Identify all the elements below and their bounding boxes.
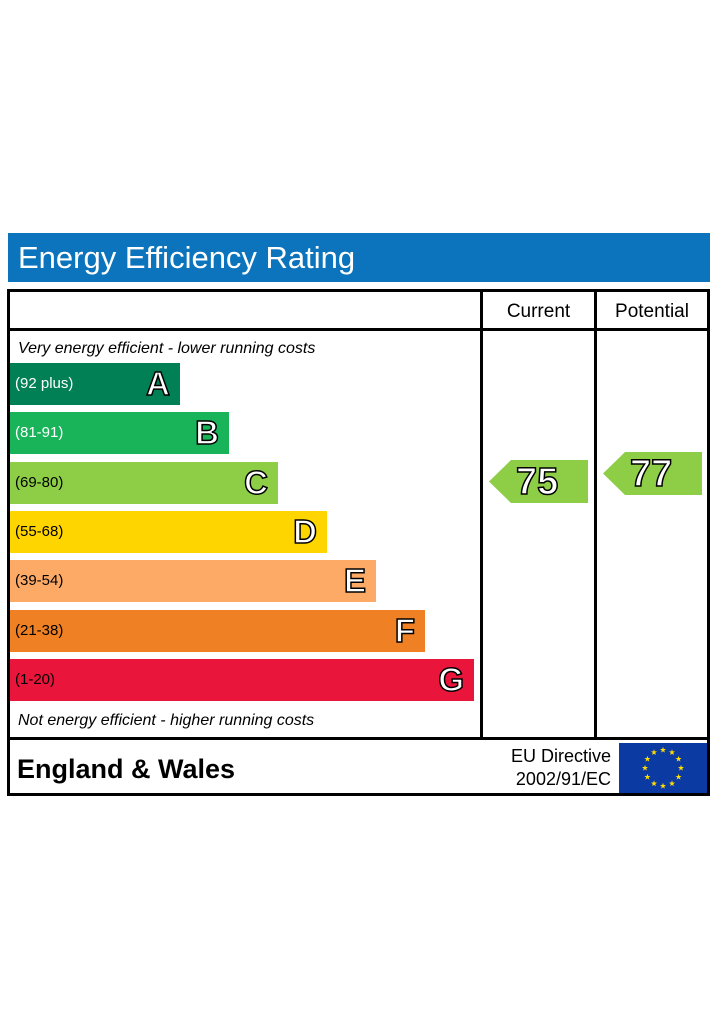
footer-divider [7, 737, 710, 740]
current-rating-value: 75 [515, 460, 559, 504]
band-e: (39-54) E [10, 560, 376, 603]
chart-title: Energy Efficiency Rating [18, 240, 356, 275]
eu-star [641, 764, 649, 771]
top-caption: Very energy efficient - lower running co… [18, 340, 316, 357]
eu-star [644, 773, 651, 780]
region-label: England & Wales [17, 754, 236, 784]
potential-rating-value: 77 [629, 452, 673, 496]
current-pointer-shape [489, 459, 588, 503]
band-letter-label: F [394, 611, 416, 650]
potential-pointer-arrow [603, 452, 702, 496]
bottom-caption: Not energy efficient - higher running co… [18, 712, 315, 729]
band-range-label: (21-38) [15, 621, 64, 639]
eu-star [659, 782, 667, 789]
rating-frame [7, 289, 710, 796]
band-range-label: (55-68) [15, 522, 64, 540]
band-range-label: (92 plus) [15, 375, 74, 392]
band-d: (55-68) D [10, 510, 327, 553]
band-b: (81-91) B [10, 412, 229, 455]
band-range-label: (81-91) [15, 424, 64, 442]
current-column-header: Current [506, 301, 571, 322]
band-a: (92 plus) A [10, 363, 180, 405]
eu-star [650, 780, 658, 787]
band-letter-label: D [292, 512, 317, 551]
header-divider [7, 328, 710, 331]
band-range-label: (1-20) [15, 670, 56, 688]
band-g: (1-20) G [10, 658, 474, 701]
eu-stars [641, 746, 685, 789]
band-letter-label: E [343, 561, 367, 600]
band-letter-label: C [243, 463, 268, 502]
eu-flag-icon [619, 743, 707, 793]
eu-star [668, 749, 676, 755]
band-range-label: (39-54) [15, 572, 64, 590]
eu-star [677, 764, 685, 771]
eu-star [644, 755, 651, 762]
title-bar: Energy Efficiency Rating [8, 233, 710, 282]
band-letter-label: A [145, 364, 170, 403]
current-rating-pointer: 75 [489, 459, 588, 504]
eu-star [675, 755, 682, 762]
band-letter-label: G [438, 660, 465, 699]
directive-line-2: 2002/91/EC [515, 769, 611, 789]
eu-star [668, 780, 676, 787]
band-f: (21-38) F [10, 609, 425, 652]
band-c: (69-80) C [10, 461, 278, 504]
band-range-label: (69-80) [15, 473, 64, 491]
current-pointer-arrow [489, 459, 588, 503]
directive-line-1: EU Directive [510, 746, 611, 766]
potential-column-divider [594, 289, 597, 740]
band-letter-label: B [194, 414, 219, 453]
current-column-divider [480, 289, 483, 740]
eu-star [675, 773, 682, 780]
potential-column-header: Potential [615, 301, 689, 322]
potential-pointer-shape [603, 452, 702, 496]
eu-star [650, 749, 658, 755]
eu-star [659, 746, 667, 753]
potential-rating-pointer: 77 [603, 452, 702, 496]
